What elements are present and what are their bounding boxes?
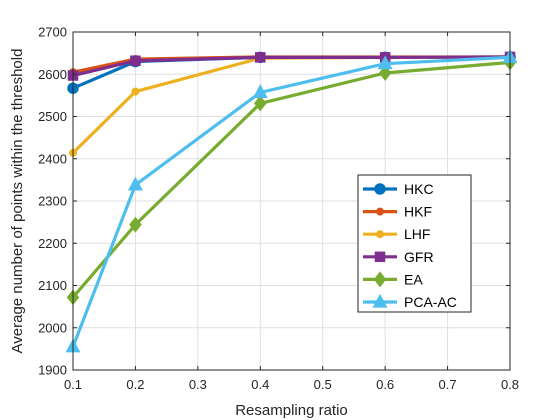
x-axis-label: Resampling ratio [235, 402, 348, 419]
y-tick-label: 2500 [38, 109, 67, 124]
legend-label: GFR [404, 249, 434, 265]
legend-box [357, 174, 472, 313]
y-tick-label: 2300 [38, 194, 67, 209]
legend-label: HKC [404, 181, 434, 197]
legend-entry-gfr: GFR [363, 249, 434, 265]
legend-label: PCA-AC [404, 294, 457, 310]
y-tick-label: 2600 [38, 67, 67, 82]
legend-marker-gfr [374, 251, 386, 263]
y-tick-label: 2000 [38, 320, 67, 335]
legend-label: HKF [404, 204, 432, 220]
legend-entry-ea: EA [363, 271, 423, 287]
x-tick-label: 0.1 [64, 377, 82, 392]
y-axis-label: Average number of points within the thre… [9, 49, 26, 354]
data-point-lhf [131, 87, 140, 96]
x-tick-label: 0.8 [501, 377, 519, 392]
y-tick-label: 2200 [38, 236, 67, 251]
legend-marker-hkf [376, 207, 384, 216]
data-point-ea [378, 65, 392, 81]
legend-entry-lhf: LHF [363, 226, 430, 242]
x-tick-label: 0.6 [376, 377, 394, 392]
legend-marker-lhf [376, 230, 384, 239]
legend-label: EA [404, 271, 423, 287]
x-tick-label: 0.2 [126, 377, 144, 392]
legend-marker-hkc [374, 183, 386, 195]
y-tick-label: 2100 [38, 278, 67, 293]
y-tick-label: 1900 [38, 363, 67, 378]
legend-entry-hkc: HKC [363, 181, 434, 197]
x-tick-label: 0.7 [439, 377, 457, 392]
y-tick-label: 2700 [38, 25, 67, 40]
x-tick-label: 0.4 [251, 377, 269, 392]
data-point-gfr [130, 55, 141, 66]
legend-marker-ea [373, 271, 387, 288]
y-tick-label: 2400 [38, 151, 67, 166]
series-lines [65, 49, 518, 353]
data-point-gfr [255, 52, 266, 63]
legend-entry-pca-ac: PCA-AC [363, 293, 457, 310]
x-tick-label: 0.5 [314, 377, 332, 392]
data-point-pca-ac [127, 176, 143, 191]
axis-ticks: 0.1 0.2 0.3 0.4 0.5 0.6 0.7 0.8 1900 2000 2100 2200… [38, 25, 519, 393]
data-point-pca-ac [252, 84, 268, 99]
legend-marker-pca-ac [372, 293, 388, 308]
legend-label: LHF [404, 226, 430, 242]
legend-entry-hkf: HKF [363, 204, 432, 220]
legend: HKC HKF LHF GFR EA PCA-AC [357, 174, 472, 313]
data-point-ea [129, 216, 142, 233]
data-point-pca-ac [377, 55, 393, 70]
x-tick-label: 0.3 [189, 377, 207, 392]
data-point-ea [254, 95, 267, 112]
